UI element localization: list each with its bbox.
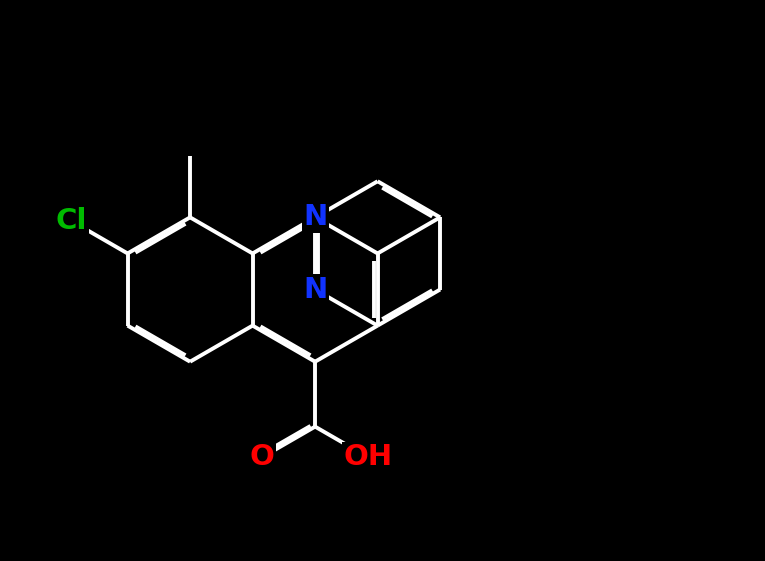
Text: O: O (249, 443, 275, 471)
Text: N: N (303, 203, 327, 231)
Text: Cl: Cl (56, 207, 87, 235)
Text: N: N (303, 275, 327, 304)
Text: OH: OH (343, 443, 392, 471)
